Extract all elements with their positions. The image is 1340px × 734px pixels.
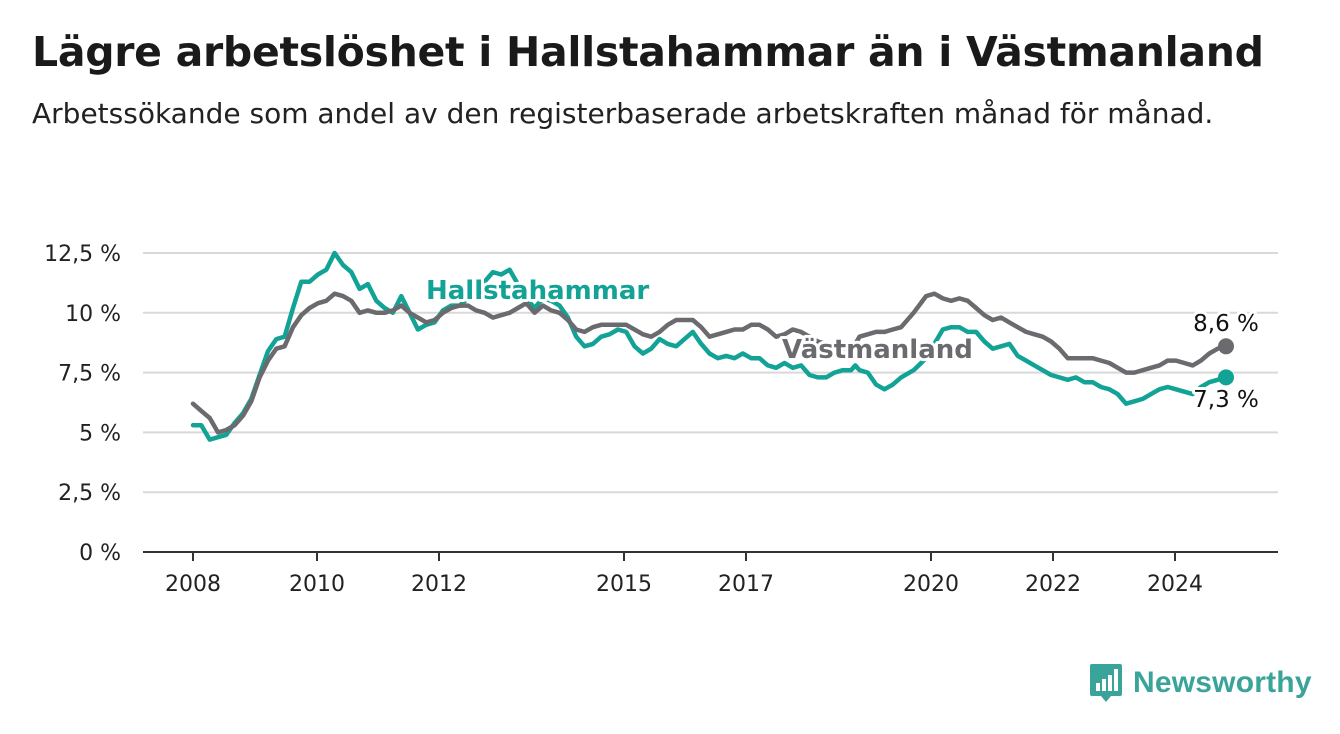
grid: 0 % 2,5 % 5 % 7,5 % 10 % 12,5 % xyxy=(44,242,1278,566)
y-tick-label: 12,5 % xyxy=(44,242,121,267)
end-label-vastmanland: 8,6 % xyxy=(1193,311,1259,337)
y-tick-label: 5 % xyxy=(79,421,121,446)
brand-logo: Newsworthy xyxy=(1089,661,1312,705)
y-tick-label: 10 % xyxy=(65,302,121,327)
x-tick-label: 2008 xyxy=(165,572,221,597)
brand-name: Newsworthy xyxy=(1133,666,1312,699)
x-tick-label: 2010 xyxy=(289,572,345,597)
series-label-vastmanland: Västmanland xyxy=(782,335,973,365)
y-tick-label: 2,5 % xyxy=(58,481,121,506)
y-tick-label: 0 % xyxy=(79,541,121,566)
x-tick-label: 2015 xyxy=(596,572,652,597)
end-point-hallstahammar xyxy=(1218,369,1234,386)
series-lines xyxy=(190,250,1234,442)
annotations: Hallstahammar Västmanland 8,6 % 7,3 % xyxy=(423,273,1262,416)
series-label-hallstahammar: Hallstahammar xyxy=(426,276,649,306)
series-line-hallstahammar xyxy=(190,250,1229,442)
end-label-hallstahammar: 7,3 % xyxy=(1193,387,1259,413)
end-point-västmanland xyxy=(1218,338,1234,355)
series-line-västmanland xyxy=(190,291,1229,435)
x-tick-label: 2017 xyxy=(718,572,774,597)
chart-subtitle: Arbetssökande som andel av den registerb… xyxy=(32,97,1214,130)
chart-title: Lägre arbetslöshet i Hallstahammar än i … xyxy=(32,28,1264,76)
x-tick-label: 2020 xyxy=(903,572,959,597)
x-tick-label: 2012 xyxy=(411,572,467,597)
x-tick-label: 2022 xyxy=(1025,572,1081,597)
newsworthy-bar-chart-icon xyxy=(1090,664,1122,702)
x-axis: 2008 2010 2012 2015 2017 2020 2022 2024 xyxy=(143,551,1278,597)
y-tick-label: 7,5 % xyxy=(58,362,121,387)
x-tick-label: 2024 xyxy=(1147,572,1203,597)
